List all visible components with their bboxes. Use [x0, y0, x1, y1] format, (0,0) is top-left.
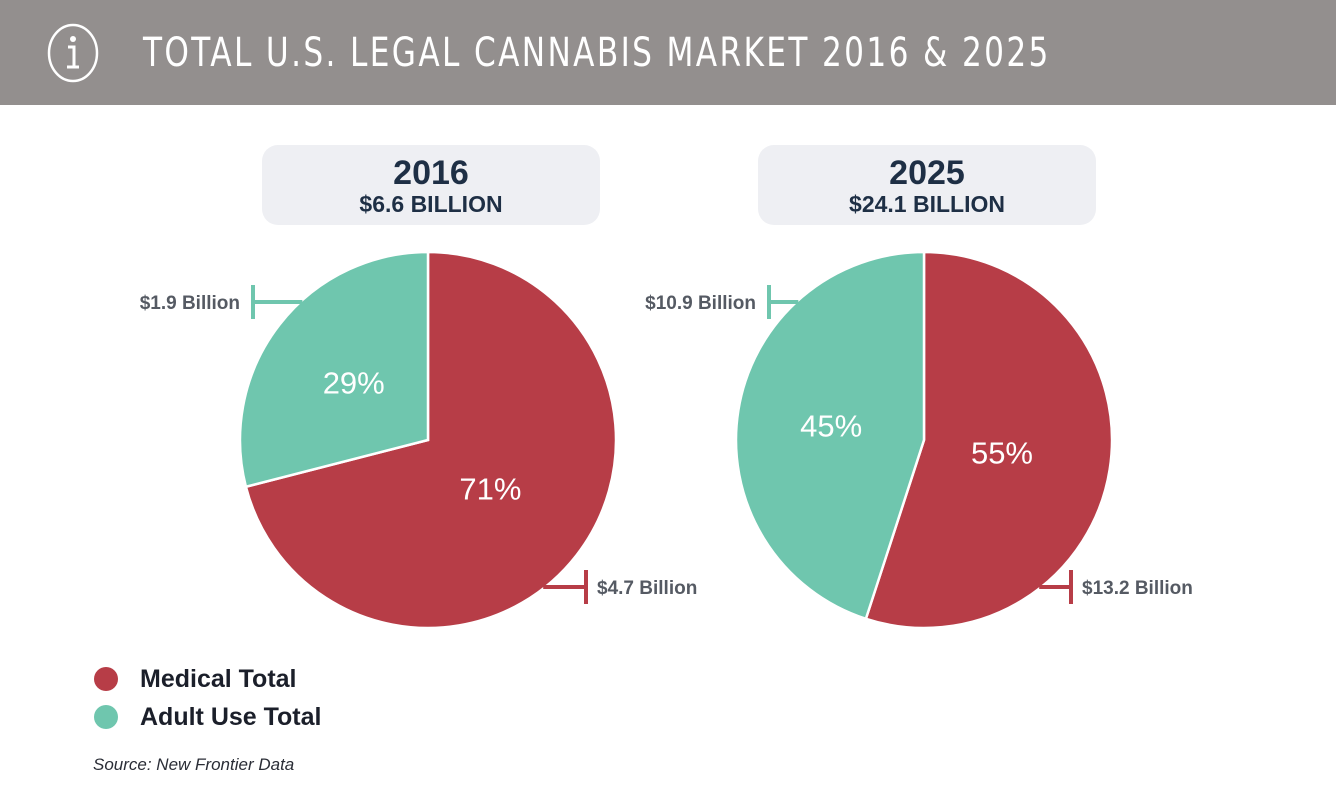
pie-slice-adult-use-2016: [238, 250, 430, 489]
callout-adult-use: $10.9 Billion: [645, 285, 799, 319]
pie-pct-label: 29%: [323, 365, 385, 400]
pie-pct-label: 45%: [800, 408, 862, 443]
callout-amount-label: $1.9 Billion: [140, 293, 240, 314]
year-box-2025: 2025 $24.1 BILLION: [758, 145, 1096, 225]
legend-swatch-adult-use: [94, 705, 118, 729]
source-note: Source: New Frontier Data: [93, 755, 295, 774]
pie-slice-medical-2016: [244, 250, 618, 630]
legend-item-medical: Medical Total: [94, 660, 321, 698]
callout-amount-label: $4.7 Billion: [597, 578, 697, 599]
legend-swatch-medical: [94, 667, 118, 691]
legend: Medical Total Adult Use Total: [94, 660, 321, 736]
callout-medical: $4.7 Billion: [543, 570, 697, 604]
legend-item-adult-use: Adult Use Total: [94, 698, 321, 736]
year-total: $24.1 BILLION: [849, 191, 1005, 217]
page-title: TOTAL U.S. LEGAL CANNABIS MARKET 2016 & …: [143, 30, 1051, 76]
callout-amount-label: $13.2 Billion: [1082, 578, 1193, 599]
year-box-2016: 2016 $6.6 BILLION: [262, 145, 600, 225]
year-label: 2025: [889, 154, 965, 192]
legend-label: Medical Total: [140, 664, 297, 693]
year-label: 2016: [393, 154, 469, 192]
legend-label: Adult Use Total: [140, 702, 322, 731]
pie-pct-label: 71%: [459, 471, 521, 506]
pie-slice-medical-2025: [864, 250, 1114, 630]
pie-pct-label: 55%: [971, 435, 1033, 470]
callout-medical: $13.2 Billion: [1039, 570, 1193, 604]
header-bar: TOTAL U.S. LEGAL CANNABIS MARKET 2016 & …: [0, 0, 1336, 105]
pie-slice-adult-use-2025: [734, 250, 926, 621]
callout-amount-label: $10.9 Billion: [645, 293, 756, 314]
info-icon: [47, 23, 99, 83]
callout-adult-use: $1.9 Billion: [140, 285, 303, 319]
year-total: $6.6 BILLION: [359, 191, 503, 217]
